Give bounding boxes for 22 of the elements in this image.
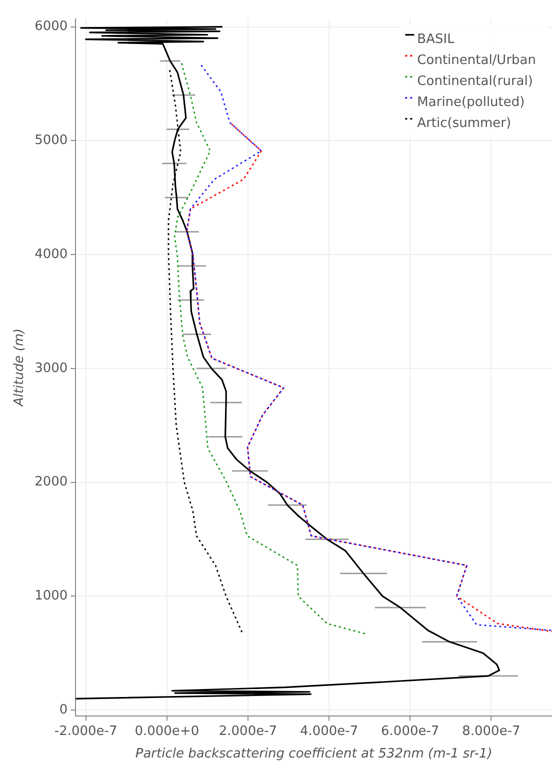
line-series	[174, 62, 366, 634]
y-tick-label: 1000	[34, 588, 68, 604]
x-tick-label: 8.000e-7	[462, 724, 520, 739]
x-tick-label: 6.000e-7	[381, 724, 440, 739]
y-tick-label: 2000	[34, 474, 68, 490]
y-axis-title: Altitude (m)	[12, 328, 28, 408]
y-tick-label: 6000	[34, 19, 68, 34]
legend-label: Marine(polluted)	[417, 95, 525, 110]
y-tick-label: 3000	[34, 360, 68, 376]
legend-label: BASIL	[417, 32, 456, 48]
y-tick-label: 0	[59, 702, 68, 718]
x-tick-label: 2.000e-7	[218, 724, 278, 739]
x-tick-label: -2.000e-7	[54, 724, 118, 739]
x-axis-title: Particle backscattering coefficient at 532nm (m-1 sr-1)	[135, 746, 492, 762]
y-tick-label: 4000	[34, 246, 68, 262]
legend-label: Artic(summer)	[417, 116, 512, 132]
legend-label: Continental(rural)	[417, 74, 533, 90]
legend-label: Continental/Urban	[417, 53, 536, 68]
y-tick-label: 5000	[34, 133, 68, 148]
x-tick-label: 4.000e-7	[300, 724, 358, 739]
line-series	[168, 69, 244, 634]
x-tick-label: 0.000e+0	[134, 724, 200, 739]
